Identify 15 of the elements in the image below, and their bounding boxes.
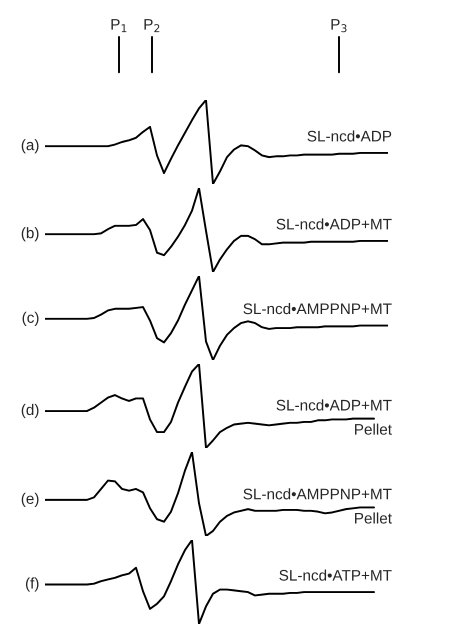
text: P$_{1}$ <box>111 19 126 32</box>
text: (b) <box>22 227 38 242</box>
text: (c) <box>22 312 38 326</box>
text: (f) <box>26 577 38 592</box>
text: (e) <box>22 492 38 507</box>
text: P$_{3}$ <box>331 19 346 32</box>
series-label: SL-ncd•ADP+MT Pellet <box>276 399 392 435</box>
series-label: SL-ncd•ADP <box>308 130 392 142</box>
series-label: SL-ncd•AMPPNP+MT Pellet <box>243 488 392 524</box>
series-label: SL-ncd•AMPPNP+MT <box>243 302 392 314</box>
series-label: SL-ncd•ADP+MT <box>276 218 392 230</box>
text: (d) <box>22 404 38 418</box>
text: (a) <box>22 139 38 154</box>
text: P$_{2}$ <box>144 19 160 32</box>
series-label: SL-ncd•ATP+MT <box>279 570 392 581</box>
